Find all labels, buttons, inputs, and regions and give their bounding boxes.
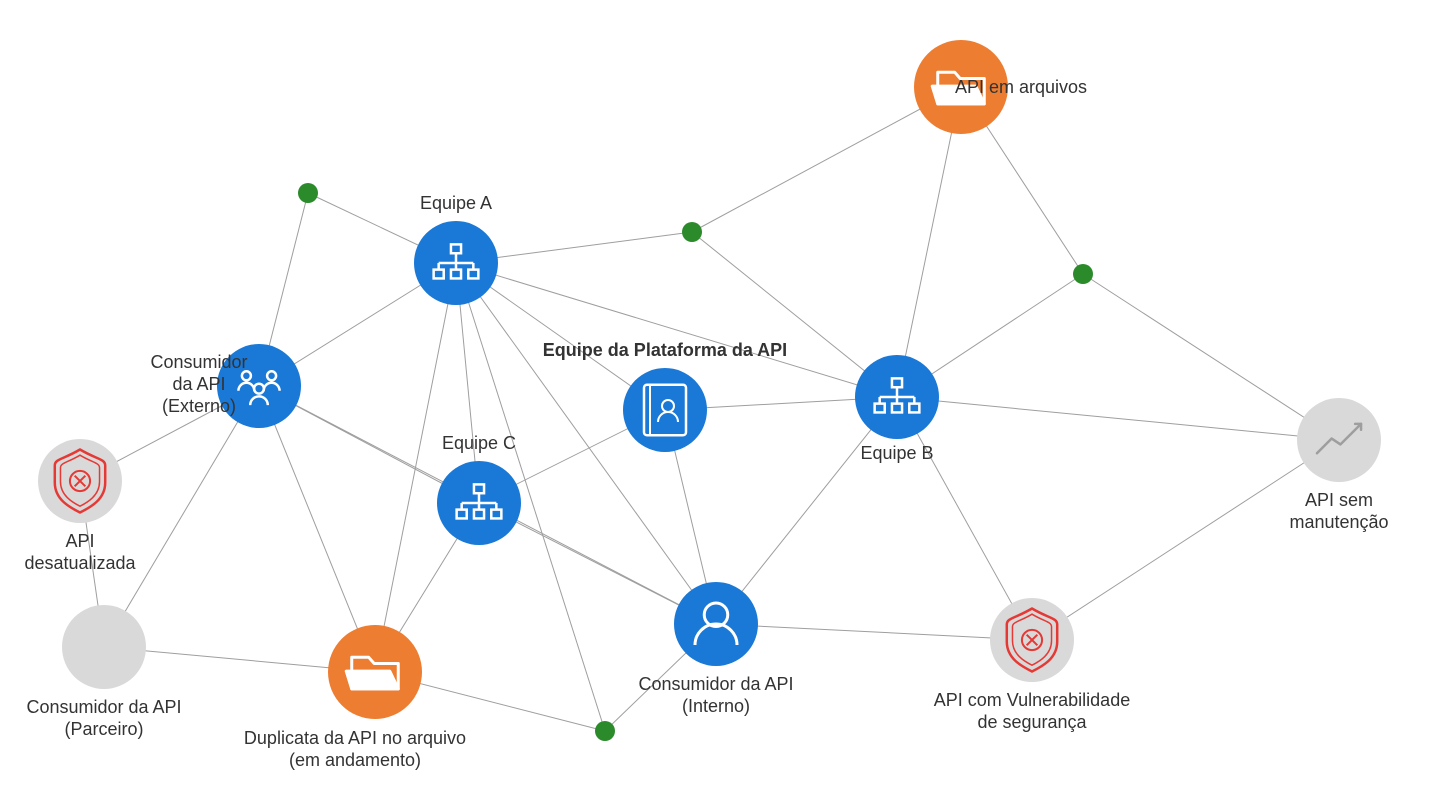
node-label: Consumidor da API(Interno) [638,674,793,716]
node-circle [298,183,318,203]
nodes-layer [38,40,1381,741]
node-circle [682,222,702,242]
node-dot3 [1073,264,1093,284]
edge [716,397,897,624]
node-dot4 [595,721,615,741]
edge [1083,274,1339,440]
node-api_vuln [990,598,1074,682]
node-plataforma [623,368,707,452]
node-equipe_b [855,355,939,439]
node-label: API semmanutenção [1289,490,1388,532]
node-label: API com Vulnerabilidadede segurança [934,690,1130,732]
node-equipe_a [414,221,498,305]
node-api_desatual [38,439,122,523]
node-label: Equipe B [860,443,933,463]
node-label: APIdesatualizada [24,531,136,573]
node-circle [1297,398,1381,482]
node-circle [595,721,615,741]
node-label: Duplicata da API no arquivo(em andamento… [244,728,466,770]
node-label: API em arquivos [955,77,1087,97]
node-duplicata [328,625,422,719]
node-circle [1073,264,1093,284]
node-label: Equipe A [420,193,492,213]
edge [104,386,259,647]
edge [716,624,1032,640]
node-label: Equipe da Plataforma da API [543,340,787,360]
node-cons_interno [674,582,758,666]
node-equipe_c [437,461,521,545]
node-cons_parceiro [62,605,146,689]
edge [1032,440,1339,640]
labels-layer: API em arquivos Equipe A Equipe B Equipe C E… [24,77,1388,770]
network-diagram: API em arquivos Equipe A Equipe B Equipe C E… [0,0,1430,811]
edge [897,87,961,397]
node-dot2 [682,222,702,242]
node-label: Equipe C [442,433,516,453]
node-circle [62,605,146,689]
node-dot1 [298,183,318,203]
node-label: Consumidor da API(Parceiro) [26,697,181,739]
node-api_sem_manut [1297,398,1381,482]
edge [897,397,1339,440]
